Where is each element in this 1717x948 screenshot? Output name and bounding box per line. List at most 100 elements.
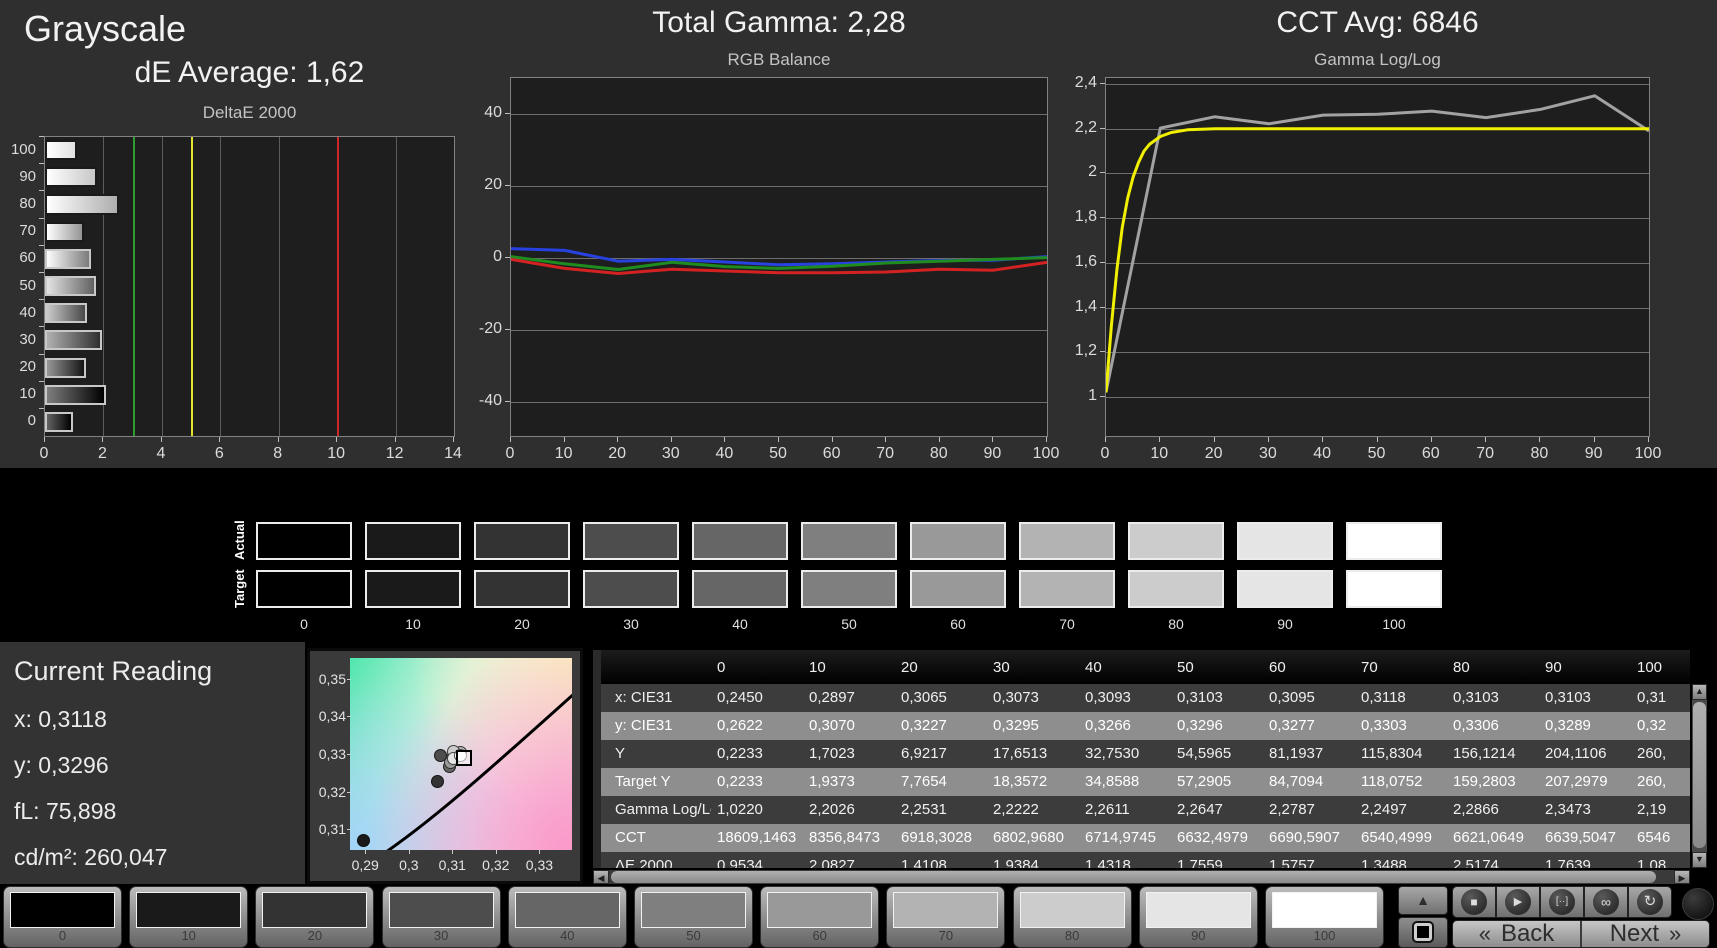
table-row[interactable]: x: CIE31 0,2450 0,2897 0,3065 0,3073 0,3093 0,… [593,684,1690,712]
rgb-balance-lines [511,247,1047,275]
swatch-level-label: 30 [623,616,639,632]
table-row[interactable]: Target Y 0,2233 1,9373 7,7654 18,3572 34,8588… [593,768,1690,796]
target-row-label: Target [232,569,247,608]
column-header-70: 70 [1361,659,1378,676]
horizontal-scroll-thumb[interactable] [611,871,1656,883]
cell-Y-60: 81,1937 [1269,745,1324,762]
tick-mark [39,271,44,273]
reading-y: y: 0,3296 [14,752,109,778]
tick-mark [992,437,994,442]
cell-Target-Y-0: 0,2233 [717,773,763,790]
pattern-patch-20[interactable]: 20 [255,886,375,948]
vertical-scroll-thumb[interactable] [1693,702,1706,848]
tick-mark [1100,127,1105,129]
interval-button[interactable]: [··] [1540,886,1584,918]
de-average-readout: dE Average: 1,62 [134,56,365,89]
cell-Gamma-Log-Log-80: 2,2866 [1453,801,1499,818]
tick-mark [219,437,221,442]
stop-icon: ■ [1461,889,1487,915]
pattern-up-button[interactable]: ▲ [1398,886,1448,915]
table-row[interactable]: Gamma Log/Log 1,0220 2,2026 2,2531 2,2222 2,2… [593,796,1690,824]
gamma-loglog-ytick: 1,4 [1074,297,1097,315]
deltae-ytick: 30 [19,330,36,348]
cell--E-2000-50: 1,7559 [1177,857,1223,868]
pattern-window-button[interactable] [1398,917,1448,948]
pattern-patch-80[interactable]: 80 [1012,886,1132,948]
column-header-50: 50 [1177,659,1194,676]
cell--E-2000-40: 1,4318 [1085,857,1131,868]
row-label: y: CIE31 [593,712,711,740]
table-corner-cell [593,650,711,684]
pattern-patch-50[interactable]: 50 [634,886,753,948]
cell-CCT-10: 8356,8473 [809,829,880,846]
table-row[interactable]: ΔE 2000 0,9534 2,0827 1,4108 1,9384 1,4318 1,7… [593,852,1690,868]
next-button[interactable]: Next » [1582,921,1709,947]
table-horizontal-scrollbar[interactable]: ◀ ▶ [593,870,1690,884]
swatch-level-label: 50 [841,616,857,632]
cell-x-CIE31-20: 0,3065 [901,689,947,706]
stop-button[interactable]: ■ [1452,886,1496,918]
deltae-ytick: 90 [19,167,36,185]
pattern-patch-70[interactable]: 70 [886,886,1006,948]
pattern-patch-0[interactable]: 0 [3,886,122,948]
cell-y-CIE31-0: 0,2622 [717,717,763,734]
patch-level-label: 20 [307,928,323,943]
tick-mark [39,163,44,165]
cell-y-CIE31-30: 0,3295 [993,717,1039,734]
deltae-ytick: 0 [27,412,36,430]
back-button[interactable]: « Back [1453,921,1580,947]
gridline [511,186,1047,187]
scroll-right-button[interactable]: ▶ [1674,870,1690,884]
scroll-down-button[interactable]: ▼ [1692,852,1707,868]
deltae-xtick: 10 [327,445,345,462]
scroll-left-button[interactable]: ◀ [593,870,609,884]
pattern-patch-100[interactable]: 100 [1265,886,1384,948]
table-row[interactable]: y: CIE31 0,2622 0,3070 0,3227 0,3295 0,3266 0,… [593,712,1690,740]
patch-swatch [767,892,873,928]
table-row[interactable]: CCT 18609,1463 8356,8473 6918,3028 6802,9680… [593,824,1690,852]
pattern-patch-30[interactable]: 30 [381,886,501,948]
pattern-patch-40[interactable]: 40 [507,886,627,948]
cell--E-2000-90: 1,7639 [1545,857,1591,868]
tick-mark [1593,437,1595,442]
table-vertical-scrollbar[interactable]: ▲ ▼ [1692,684,1707,868]
scroll-up-button[interactable]: ▲ [1692,684,1707,700]
tick-mark [1213,437,1215,442]
refresh-button[interactable]: ↻ [1628,886,1672,918]
swatch-level-label: 20 [514,616,530,632]
patch-level-label: 70 [938,928,954,943]
pattern-patch-90[interactable]: 90 [1138,886,1258,948]
gridline [278,137,280,436]
deltae-xtick: 4 [156,445,166,462]
actual-row-label: Actual [232,520,247,560]
pattern-patch-10[interactable]: 10 [129,886,249,948]
tick-mark [1100,396,1105,397]
actual-swatch-90 [1237,522,1333,560]
tick-mark [617,437,619,442]
cie-xtick: 0,33 [525,857,554,873]
continuous-button[interactable]: ∞ [1584,886,1628,918]
pattern-patch-60[interactable]: 60 [760,886,880,948]
actual-swatch-100 [1346,522,1442,560]
rgb-balance-ytick: 20 [484,176,502,193]
cell-Y-30: 17,6513 [993,745,1048,762]
tick-mark [394,437,396,442]
deltae-chart-title: DeltaE 2000 [202,103,297,122]
deltae-bar-30 [45,330,102,351]
extra-round-button[interactable] [1682,888,1714,920]
gamma-loglog-xtick: 60 [1421,445,1440,462]
cell-y-CIE31-100: 0,32 [1637,717,1667,734]
column-header-0: 0 [717,659,726,676]
cie-xtick: 0,31 [438,857,466,873]
play-button[interactable]: ▶ [1496,886,1540,918]
table-row[interactable]: Y 0,2233 1,7023 6,9217 17,6513 32,7530 54,5965… [593,740,1690,768]
patch-level-label: 60 [812,928,827,943]
tick-mark [1430,437,1432,442]
gridline [395,137,397,436]
gamma-loglog-xtick: 50 [1367,445,1386,462]
tick-mark [347,678,351,680]
gamma-loglog-ytick: 1,2 [1074,342,1097,360]
deltae-ytick: 70 [19,222,36,240]
cell-x-CIE31-50: 0,3103 [1177,689,1223,706]
row-label: x: CIE31 [593,684,711,712]
